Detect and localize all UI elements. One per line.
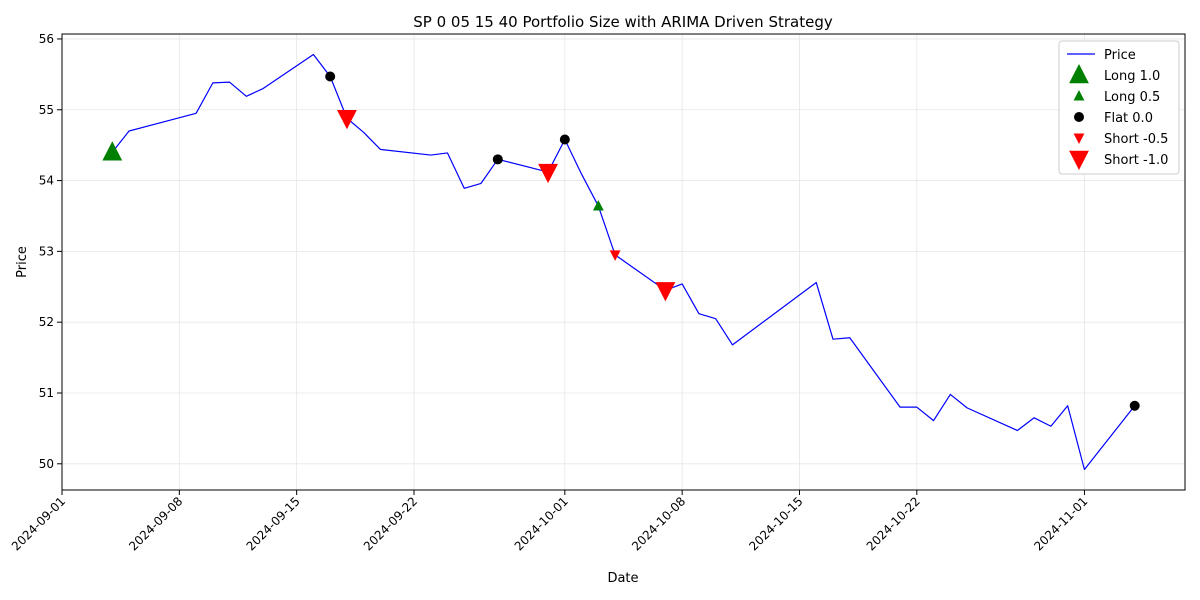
- marker-short-1-0: [655, 282, 676, 302]
- legend-label: Short -1.0: [1104, 153, 1168, 168]
- legend-label: Long 0.5: [1104, 90, 1160, 105]
- marker-flat-0-0: [559, 134, 570, 145]
- marker-flat-0-0: [325, 71, 336, 82]
- x-axis-title: Date: [607, 571, 638, 586]
- x-tick-label: 2024-10-15: [746, 494, 805, 553]
- x-tick-label: 2024-09-22: [361, 494, 420, 553]
- y-tick-label: 50: [39, 457, 54, 471]
- y-tick-label: 51: [39, 386, 54, 400]
- marker-long-1-0: [102, 141, 123, 161]
- signal-markers: [102, 71, 1140, 411]
- y-tick-label: 53: [39, 244, 54, 258]
- x-axis: 2024-09-01 2024-09-08 2024-09-15 2024-09-22…: [9, 490, 1091, 553]
- price-line: [111, 53, 1136, 471]
- legend-label: Long 1.0: [1104, 69, 1160, 84]
- y-tick-label: 56: [39, 32, 54, 46]
- series-layer: [111, 53, 1136, 471]
- chart-title: SP 0 05 15 40 Portfolio Size with ARIMA …: [413, 13, 833, 31]
- y-tick-label: 54: [39, 174, 54, 188]
- x-tick-label: 2024-10-01: [512, 494, 571, 553]
- y-tick-label: 55: [39, 103, 54, 117]
- legend-label: Flat 0.0: [1104, 111, 1153, 126]
- legend-box: [1058, 40, 1180, 175]
- y-tick-label: 52: [39, 315, 54, 329]
- legend-marker-swatch: [1074, 112, 1084, 122]
- grid: [61, 34, 1185, 490]
- x-tick-label: 2024-10-08: [629, 494, 688, 553]
- legend-marker-swatch: [1069, 150, 1089, 170]
- marker-long-0-5: [592, 200, 604, 211]
- x-tick-label: 2024-11-01: [1031, 494, 1090, 553]
- legend-marker-swatch: [1069, 64, 1089, 84]
- marker-short-0-5: [609, 250, 621, 261]
- y-axis: 50 51 52 53 54 55 56: [39, 32, 62, 471]
- y-axis-title: Price: [15, 246, 30, 278]
- x-tick-label: 2024-09-01: [9, 494, 68, 553]
- plot-frame: [61, 33, 1186, 491]
- marker-short-1-0: [337, 110, 357, 130]
- legend: Price Long 1.0 Long 0.5 Flat 0.0 Short -0.5 S…: [1058, 40, 1180, 175]
- marker-flat-0-0: [1129, 400, 1140, 411]
- x-tick-label: 2024-10-22: [864, 494, 923, 553]
- legend-label: Price: [1104, 48, 1136, 63]
- legend-marker-swatch: [1073, 90, 1085, 101]
- legend-label: Short -0.5: [1104, 132, 1168, 147]
- marker-flat-0-0: [492, 154, 503, 165]
- x-tick-label: 2024-09-15: [244, 494, 303, 553]
- marker-short-1-0: [538, 163, 558, 184]
- legend-marker-swatch: [1073, 133, 1085, 144]
- x-tick-label: 2024-09-08: [126, 494, 185, 553]
